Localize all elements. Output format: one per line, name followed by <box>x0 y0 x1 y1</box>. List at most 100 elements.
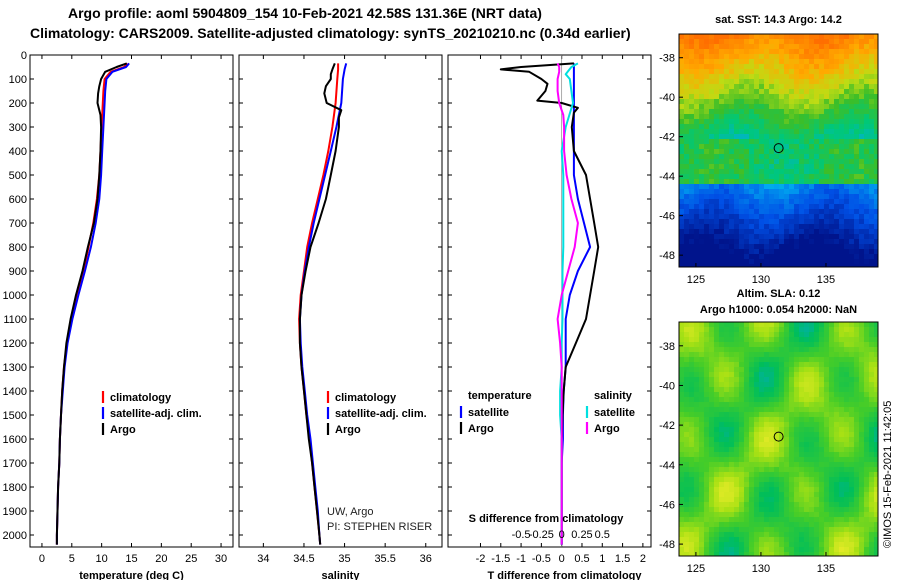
map-cell <box>724 34 729 39</box>
map-cell <box>704 164 709 169</box>
map-cell <box>749 357 754 362</box>
map-cell <box>864 189 869 194</box>
map-cell <box>799 357 804 362</box>
map-cell <box>779 422 784 427</box>
map-cell <box>769 54 774 59</box>
map-cell <box>694 74 699 79</box>
map-cell <box>869 224 874 229</box>
map-cell <box>794 219 799 224</box>
map-cell <box>799 179 804 184</box>
map-cell <box>679 482 684 487</box>
map-cell <box>819 34 824 39</box>
map-cell <box>684 129 689 134</box>
map-cell <box>799 74 804 79</box>
map-cell <box>824 89 829 94</box>
map-cell <box>869 64 874 69</box>
map-cell <box>734 497 739 502</box>
map-cell <box>864 412 869 417</box>
map-cell <box>809 184 814 189</box>
map-cell <box>739 332 744 337</box>
map-cell <box>829 64 834 69</box>
map-cell <box>769 189 774 194</box>
map-cell <box>699 219 704 224</box>
map-cell <box>789 332 794 337</box>
map-cell <box>859 149 864 154</box>
map-cell <box>724 362 729 367</box>
map-cell <box>869 84 874 89</box>
map-cell <box>719 377 724 382</box>
map-cell <box>744 372 749 377</box>
map-cell <box>714 517 719 522</box>
map-cell <box>744 164 749 169</box>
map-cell <box>734 39 739 44</box>
map-cell <box>744 322 749 327</box>
map-cell <box>679 229 684 234</box>
map-cell <box>844 462 849 467</box>
map-cell <box>834 437 839 442</box>
map-cell <box>869 114 874 119</box>
map-cell <box>854 219 859 224</box>
map-cell <box>719 357 724 362</box>
map-cell <box>769 437 774 442</box>
map-cell <box>739 402 744 407</box>
map-cell <box>684 224 689 229</box>
map-cell <box>704 347 709 352</box>
map-cell <box>814 427 819 432</box>
map-cell <box>749 129 754 134</box>
map-cell <box>814 129 819 134</box>
map-cell <box>854 49 859 54</box>
map-cell <box>804 517 809 522</box>
map-cell <box>849 502 854 507</box>
map-cell <box>729 362 734 367</box>
map-cell <box>819 159 824 164</box>
map-cell <box>699 502 704 507</box>
map-cell <box>834 194 839 199</box>
map-cell <box>679 44 684 49</box>
map-cell <box>774 412 779 417</box>
map-cell <box>724 457 729 462</box>
map-cell <box>734 139 739 144</box>
map-cell <box>829 517 834 522</box>
map-cell <box>839 134 844 139</box>
map-cell <box>754 129 759 134</box>
map-cell <box>714 79 719 84</box>
map-cell <box>759 99 764 104</box>
map-cell <box>829 69 834 74</box>
map-cell <box>759 407 764 412</box>
map-cell <box>689 34 694 39</box>
map-cell <box>854 412 859 417</box>
map-cell <box>849 512 854 517</box>
map-cell <box>689 119 694 124</box>
map-cell <box>809 487 814 492</box>
map-cell <box>804 502 809 507</box>
map-cell <box>839 109 844 114</box>
map-cell <box>874 422 878 427</box>
map-cell <box>684 512 689 517</box>
map-cell <box>769 462 774 467</box>
map-cell <box>804 402 809 407</box>
map-cell <box>774 522 779 527</box>
map-cell <box>734 327 739 332</box>
map-cell <box>739 154 744 159</box>
map-cell <box>679 532 684 537</box>
map-cell <box>829 507 834 512</box>
map-cell <box>684 437 689 442</box>
map-cell <box>699 64 704 69</box>
map-cell <box>784 224 789 229</box>
map-cell <box>734 377 739 382</box>
map-cell <box>874 347 878 352</box>
map-cell <box>769 427 774 432</box>
x-axis-label: T difference from climatology <box>487 570 642 580</box>
map-cell <box>839 357 844 362</box>
map-cell <box>729 134 734 139</box>
map-cell <box>839 522 844 527</box>
map-cell <box>714 49 719 54</box>
map-cell <box>874 174 878 179</box>
map-cell <box>784 249 789 254</box>
map-cell <box>789 219 794 224</box>
map-cell <box>764 412 769 417</box>
map-cell <box>829 159 834 164</box>
map-cell <box>694 54 699 59</box>
map-cell <box>804 159 809 164</box>
map-cell <box>734 64 739 69</box>
